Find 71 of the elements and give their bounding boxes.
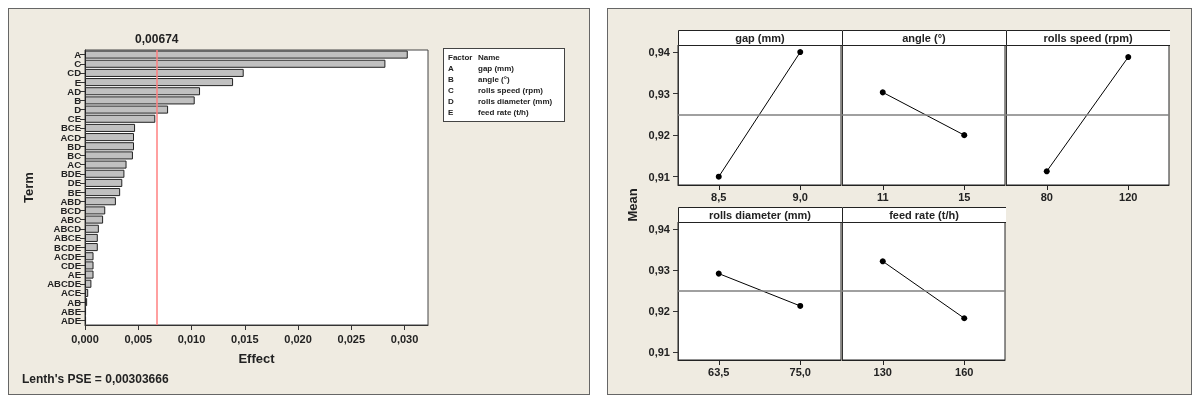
y-tick-label: BE xyxy=(67,186,81,198)
y-tick-label: 0,94 xyxy=(648,222,671,235)
x-tick-label: 0,020 xyxy=(284,332,312,345)
x-tick-label: 0,025 xyxy=(337,332,366,345)
y-tick-label: 0,92 xyxy=(648,304,670,317)
y-tick-label: ACE xyxy=(60,287,81,299)
chart-title: rolls diameter (mm) xyxy=(708,208,812,221)
x-tick-label: 63,5 xyxy=(708,365,730,378)
x-tick-label: 15 xyxy=(958,190,971,203)
y-tick-label: 0,93 xyxy=(648,263,670,276)
text: B angle (°) xyxy=(448,75,510,84)
y-tick-label: AC xyxy=(67,159,82,171)
y-tick-label: ABC xyxy=(60,214,82,226)
y-tick-label: 0,91 xyxy=(648,170,670,183)
y-tick-label: AD xyxy=(67,85,82,97)
text: D rolls diameter (mm) xyxy=(448,97,553,106)
text: E feed rate (t/h) xyxy=(448,108,529,117)
x-tick-label: 160 xyxy=(955,365,974,378)
y-tick-label: 0,92 xyxy=(648,129,670,142)
y-tick-label: BCD xyxy=(60,204,82,216)
y-tick-label: ABCD xyxy=(53,223,82,235)
y-tick-label: BD xyxy=(67,140,82,152)
y-tick-label: CDE xyxy=(60,259,81,271)
y-axis-title: Term xyxy=(21,172,36,203)
x-tick-label: 8,5 xyxy=(711,190,727,203)
text: Lenth's PSE = 0,00303666 xyxy=(22,372,169,386)
ref-line-label: 0,00674 xyxy=(135,32,179,46)
y-tick-label: E xyxy=(74,76,81,88)
y-tick-label: BC xyxy=(67,149,82,161)
x-tick-label: 0,030 xyxy=(390,332,419,345)
y-tick-label: DE xyxy=(67,177,81,189)
y-tick-label: D xyxy=(74,104,82,116)
x-tick-label: 0,015 xyxy=(231,332,259,345)
text: C rolls speed (rpm) xyxy=(448,86,543,95)
x-tick-label: 9,0 xyxy=(792,190,808,203)
y-tick-label: B xyxy=(74,94,82,106)
x-tick-label: 0,005 xyxy=(124,332,153,345)
x-tick-label: 120 xyxy=(1119,190,1138,203)
chart-title: rolls speed (rpm) xyxy=(1043,31,1133,44)
y-tick-label: BCE xyxy=(60,122,81,134)
x-tick-label: 80 xyxy=(1040,190,1053,203)
y-tick-label: A xyxy=(74,49,82,61)
y-tick-label: ABE xyxy=(60,305,81,317)
x-tick-label: 75,0 xyxy=(789,365,811,378)
chart-title: gap (mm) xyxy=(735,31,786,44)
y-tick-label: 0,94 xyxy=(648,46,671,59)
y-tick-label: ABD xyxy=(60,195,82,207)
y-tick-label: AB xyxy=(67,296,82,308)
y-tick-label: AE xyxy=(67,269,81,281)
y-axis-title: Mean xyxy=(624,188,640,222)
x-tick-label: 130 xyxy=(873,365,892,378)
x-tick-label: 11 xyxy=(876,190,889,203)
y-tick-label: 0,93 xyxy=(648,87,670,100)
y-tick-label: CD xyxy=(67,67,82,79)
chart-title: angle (°) xyxy=(902,31,947,44)
x-tick-label: 0,010 xyxy=(177,332,206,345)
text: Factor Name xyxy=(448,52,500,63)
y-tick-label: CE xyxy=(67,113,81,125)
x-tick-label: 0,000 xyxy=(71,332,99,345)
y-tick-label: ADE xyxy=(60,314,81,326)
y-tick-label: ACD xyxy=(60,131,82,143)
y-tick-label: ABCDE xyxy=(47,278,81,290)
text: A gap (mm) xyxy=(448,64,514,73)
y-tick-label: ABCE xyxy=(54,232,81,244)
y-tick-label: C xyxy=(74,58,82,70)
y-tick-label: BDE xyxy=(60,168,81,180)
y-tick-label: BCDE xyxy=(54,241,81,253)
y-tick-label: ACDE xyxy=(54,250,81,262)
chart-title: feed rate (t/h) xyxy=(889,208,960,221)
y-tick-label: 0,91 xyxy=(648,345,670,358)
x-axis-title: Effect xyxy=(238,351,276,366)
